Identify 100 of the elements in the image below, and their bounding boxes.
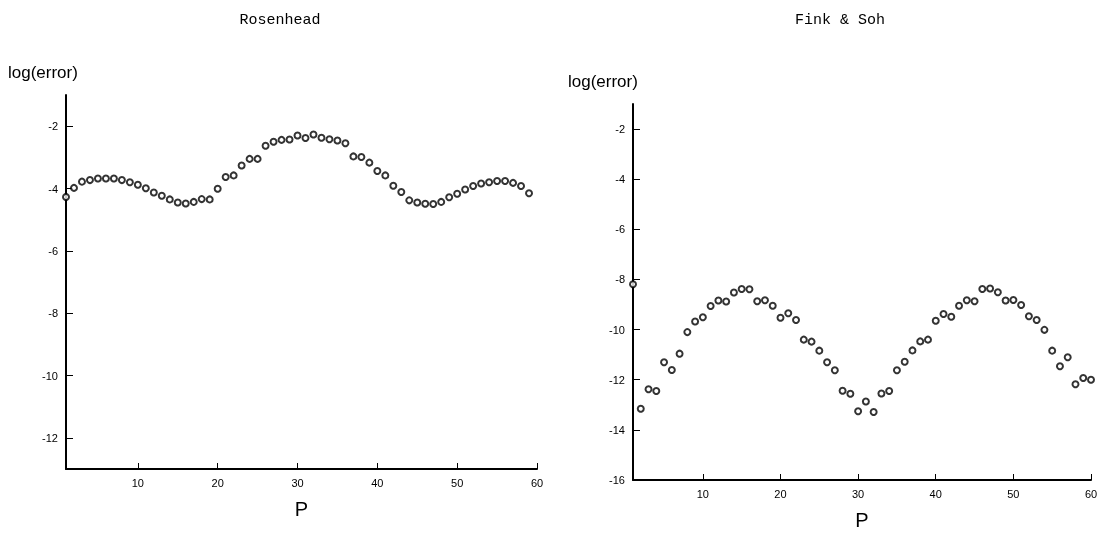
point — [437, 197, 446, 206]
y-tick-label: -16 — [609, 474, 625, 486]
x-tick-label: 60 — [1084, 487, 1098, 500]
point — [285, 135, 294, 144]
y-tick-label: -10 — [609, 323, 625, 336]
x-axis-title: P — [294, 498, 309, 520]
point — [261, 141, 270, 150]
point — [1032, 316, 1041, 325]
point — [667, 365, 676, 374]
point — [189, 197, 198, 206]
x-axis-title: P — [855, 509, 869, 531]
point — [413, 198, 422, 207]
point — [173, 198, 182, 207]
point — [714, 296, 723, 305]
point — [1017, 301, 1026, 310]
point — [453, 189, 462, 198]
point — [1001, 296, 1010, 305]
point — [745, 285, 754, 294]
point — [900, 357, 909, 366]
point — [109, 174, 118, 183]
point — [149, 188, 158, 197]
x-tick-label: 40 — [929, 487, 942, 500]
point — [691, 317, 700, 326]
point — [341, 139, 350, 148]
point — [125, 178, 134, 187]
point — [861, 397, 870, 406]
point — [947, 312, 956, 321]
point — [660, 358, 669, 367]
point — [729, 288, 738, 297]
point — [978, 284, 987, 293]
point — [753, 297, 762, 306]
point — [77, 177, 86, 186]
y-tick-label: -12 — [42, 431, 58, 444]
point — [381, 171, 390, 180]
point — [93, 174, 102, 183]
point — [908, 346, 917, 355]
y-tick-label: -2 — [615, 123, 625, 136]
x-tick-label: 40 — [371, 476, 384, 489]
point — [62, 192, 70, 201]
chart-title: Rosenhead — [239, 12, 321, 29]
point — [807, 337, 816, 346]
point — [776, 313, 785, 322]
point — [993, 288, 1002, 297]
point — [1055, 362, 1064, 371]
point — [213, 184, 222, 193]
x-tick-label: 60 — [530, 476, 544, 489]
point — [877, 389, 886, 398]
point — [854, 407, 863, 416]
point — [509, 178, 518, 187]
point — [141, 184, 150, 193]
point — [939, 310, 948, 319]
point — [205, 195, 214, 204]
point — [357, 153, 366, 162]
point — [349, 152, 358, 161]
point — [892, 366, 901, 375]
point — [636, 404, 645, 413]
x-tick-label: 10 — [696, 487, 709, 500]
point — [838, 386, 847, 395]
chart-title: Fink & Soh — [794, 12, 886, 29]
point — [760, 296, 769, 305]
point — [269, 137, 278, 146]
x-tick-label: 10 — [131, 476, 144, 489]
point — [85, 176, 94, 185]
point — [429, 200, 438, 209]
point — [325, 135, 334, 144]
point — [675, 349, 684, 358]
y-tick-label: -14 — [609, 423, 625, 436]
x-tick-label: 30 — [851, 487, 865, 500]
point — [683, 328, 692, 337]
point — [485, 178, 494, 187]
point — [722, 297, 731, 306]
point — [830, 366, 839, 375]
x-tick-label: 30 — [291, 476, 304, 489]
point — [309, 130, 318, 139]
y-tick-label: -4 — [615, 173, 625, 186]
point — [792, 316, 801, 325]
point — [405, 196, 414, 205]
point — [1040, 325, 1049, 334]
point — [237, 161, 246, 170]
point — [1048, 346, 1057, 355]
x-tick-label: 20 — [211, 476, 224, 489]
point — [869, 408, 878, 417]
x-tick-label: 20 — [774, 487, 787, 500]
point — [706, 302, 715, 311]
point — [815, 346, 824, 355]
point — [955, 301, 964, 310]
point — [277, 135, 286, 144]
point — [644, 385, 653, 394]
point — [517, 182, 526, 191]
point — [986, 284, 995, 293]
y-axis-title: log(error) — [8, 63, 78, 82]
point — [931, 316, 940, 325]
y-tick-label: -6 — [615, 223, 625, 236]
point — [846, 389, 855, 398]
y-tick-label: -8 — [615, 273, 625, 286]
y-tick-label: -8 — [48, 307, 58, 320]
point — [165, 195, 174, 204]
point — [629, 280, 637, 289]
point — [229, 171, 238, 180]
x-tick-label: 50 — [1007, 487, 1020, 500]
